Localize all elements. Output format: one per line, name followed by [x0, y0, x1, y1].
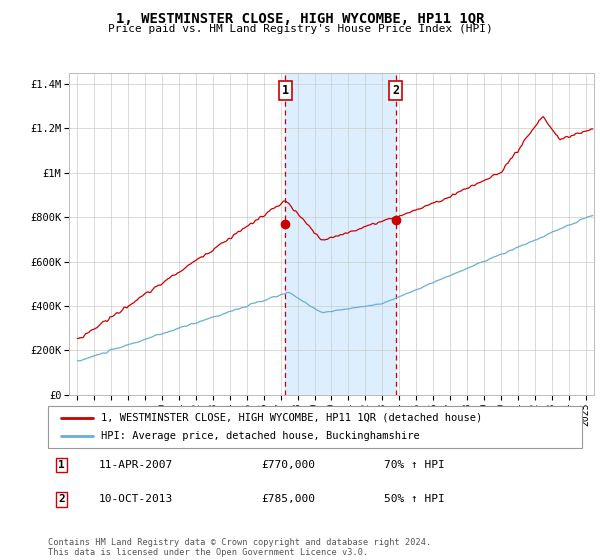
Text: £785,000: £785,000: [262, 494, 316, 505]
Text: 11-APR-2007: 11-APR-2007: [99, 460, 173, 470]
Text: 1: 1: [282, 84, 289, 97]
Text: £770,000: £770,000: [262, 460, 316, 470]
Text: 10-OCT-2013: 10-OCT-2013: [99, 494, 173, 505]
Text: 70% ↑ HPI: 70% ↑ HPI: [385, 460, 445, 470]
Text: HPI: Average price, detached house, Buckinghamshire: HPI: Average price, detached house, Buck…: [101, 431, 420, 441]
Text: 1: 1: [58, 460, 65, 470]
Text: 2: 2: [58, 494, 65, 505]
Text: 1, WESTMINSTER CLOSE, HIGH WYCOMBE, HP11 1QR (detached house): 1, WESTMINSTER CLOSE, HIGH WYCOMBE, HP11…: [101, 413, 482, 423]
Text: 1, WESTMINSTER CLOSE, HIGH WYCOMBE, HP11 1QR: 1, WESTMINSTER CLOSE, HIGH WYCOMBE, HP11…: [116, 12, 484, 26]
Text: 50% ↑ HPI: 50% ↑ HPI: [385, 494, 445, 505]
Bar: [286, 73, 395, 395]
Text: Price paid vs. HM Land Registry's House Price Index (HPI): Price paid vs. HM Land Registry's House …: [107, 24, 493, 34]
Text: Contains HM Land Registry data © Crown copyright and database right 2024.
This d: Contains HM Land Registry data © Crown c…: [48, 538, 431, 557]
Text: 2: 2: [392, 84, 399, 97]
FancyBboxPatch shape: [48, 406, 582, 448]
